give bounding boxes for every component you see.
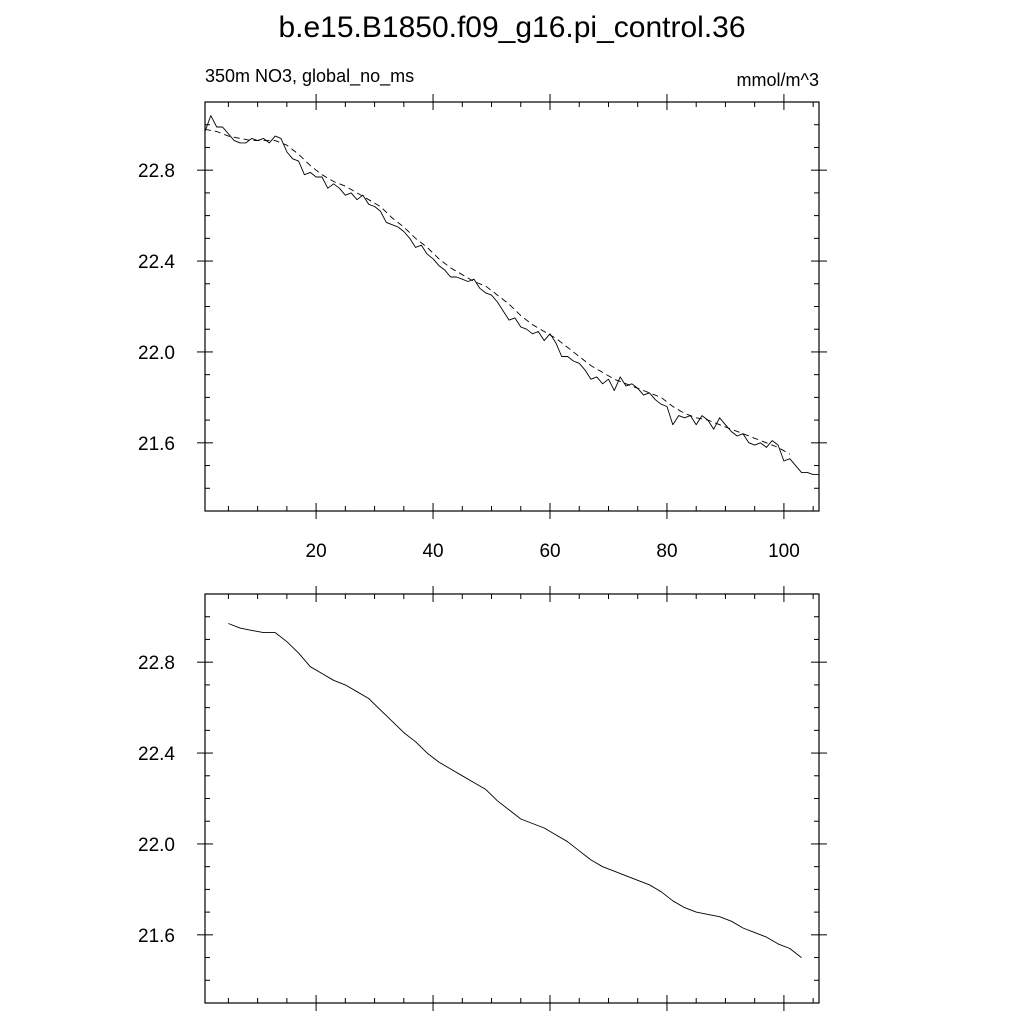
x-tick-label: 100	[768, 541, 800, 562]
y-tick-label: 21.6	[138, 434, 175, 455]
plot-frame	[204, 593, 820, 1004]
bottom-panel: 21.6 22.0 22.4 22.8	[138, 586, 827, 1011]
x-tick-label: 80	[656, 541, 677, 562]
top-panel: 21.6 22.0 22.4 22.8 20 40 60 80 100	[138, 94, 827, 562]
units-label: mmol/m^3	[737, 70, 819, 90]
x-tick-label: 60	[539, 541, 560, 562]
data-line	[228, 623, 802, 958]
x-tick-label: 20	[306, 541, 327, 562]
data-line	[204, 115, 819, 476]
x-tick-label: 40	[422, 541, 443, 562]
y-tick-label: 22.0	[138, 343, 175, 364]
trend-line	[204, 128, 791, 455]
y-tick-label: 22.0	[138, 835, 175, 856]
y-tick-label: 22.4	[138, 252, 175, 273]
y-tick-label: 22.8	[138, 653, 175, 674]
y-tick-label: 22.8	[138, 161, 175, 182]
y-tick-label: 22.4	[138, 744, 175, 765]
chart-title: b.e15.B1850.f09_g16.pi_control.36	[278, 11, 745, 44]
y-tick-label: 21.6	[138, 926, 175, 947]
variable-label: 350m NO3, global_no_ms	[205, 66, 414, 87]
